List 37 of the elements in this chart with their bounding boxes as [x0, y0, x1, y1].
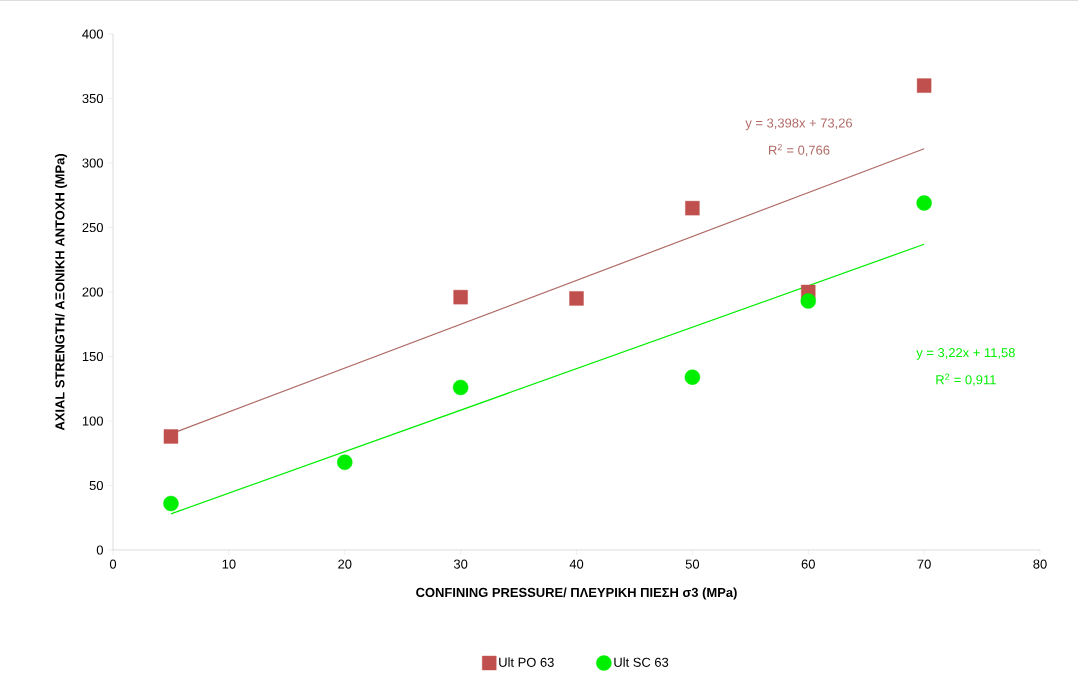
annotation: R$^{2}$ = 0,911 [936, 373, 996, 386]
point [163, 495, 179, 512]
point [685, 200, 700, 216]
point [163, 429, 179, 444]
x-tick-label: 40 [569, 559, 584, 569]
y-tick-label: 0 [96, 545, 103, 555]
y-tick-label: 300 [82, 158, 103, 168]
point [337, 454, 353, 470]
x-axis-title: CONFINING PRESSURE/ ΠΛΕΥΡΙΚΗ ΠΙΕΣΗ σ3 (MPa) [416, 587, 737, 600]
point [452, 379, 469, 396]
x-tick-label: 80 [1033, 559, 1047, 569]
y-tick-label: 50 [89, 480, 103, 491]
legend-label: Ult SC 63 [614, 657, 669, 667]
x-tick-label: 50 [685, 559, 700, 569]
point [569, 291, 584, 306]
y-tick-label: 100 [82, 416, 103, 426]
y-axis-title: AXIAL STRENGTH/ ΑΞΟΝΙΚΗ ΑΝΤΟΧΗ (MPa) [54, 154, 68, 431]
annotation: y = 3,398x + 73,26 [745, 118, 853, 131]
x-tick-label: 10 [222, 559, 236, 569]
y-tick-label: 350 [82, 93, 103, 104]
y-tick-label: 400 [82, 29, 103, 39]
annotation: y = 3,22x + 11,58 [916, 348, 1015, 360]
legend-label: Ult PO 63 [499, 657, 554, 667]
point [916, 195, 932, 211]
y-tick-label: 150 [82, 351, 103, 362]
point [453, 289, 468, 305]
x-tick-label: 60 [801, 559, 815, 569]
annotation: R$^{2}$ = 0,766 [769, 143, 830, 157]
point [800, 293, 816, 309]
x-tick-label: 0 [109, 559, 117, 569]
point [916, 78, 932, 93]
y-tick-label: 250 [82, 222, 103, 233]
x-tick-label: 20 [338, 559, 352, 569]
y-tick-label: 200 [82, 287, 103, 297]
point [684, 369, 701, 385]
x-tick-label: 70 [917, 559, 931, 569]
x-tick-label: 30 [453, 559, 468, 569]
